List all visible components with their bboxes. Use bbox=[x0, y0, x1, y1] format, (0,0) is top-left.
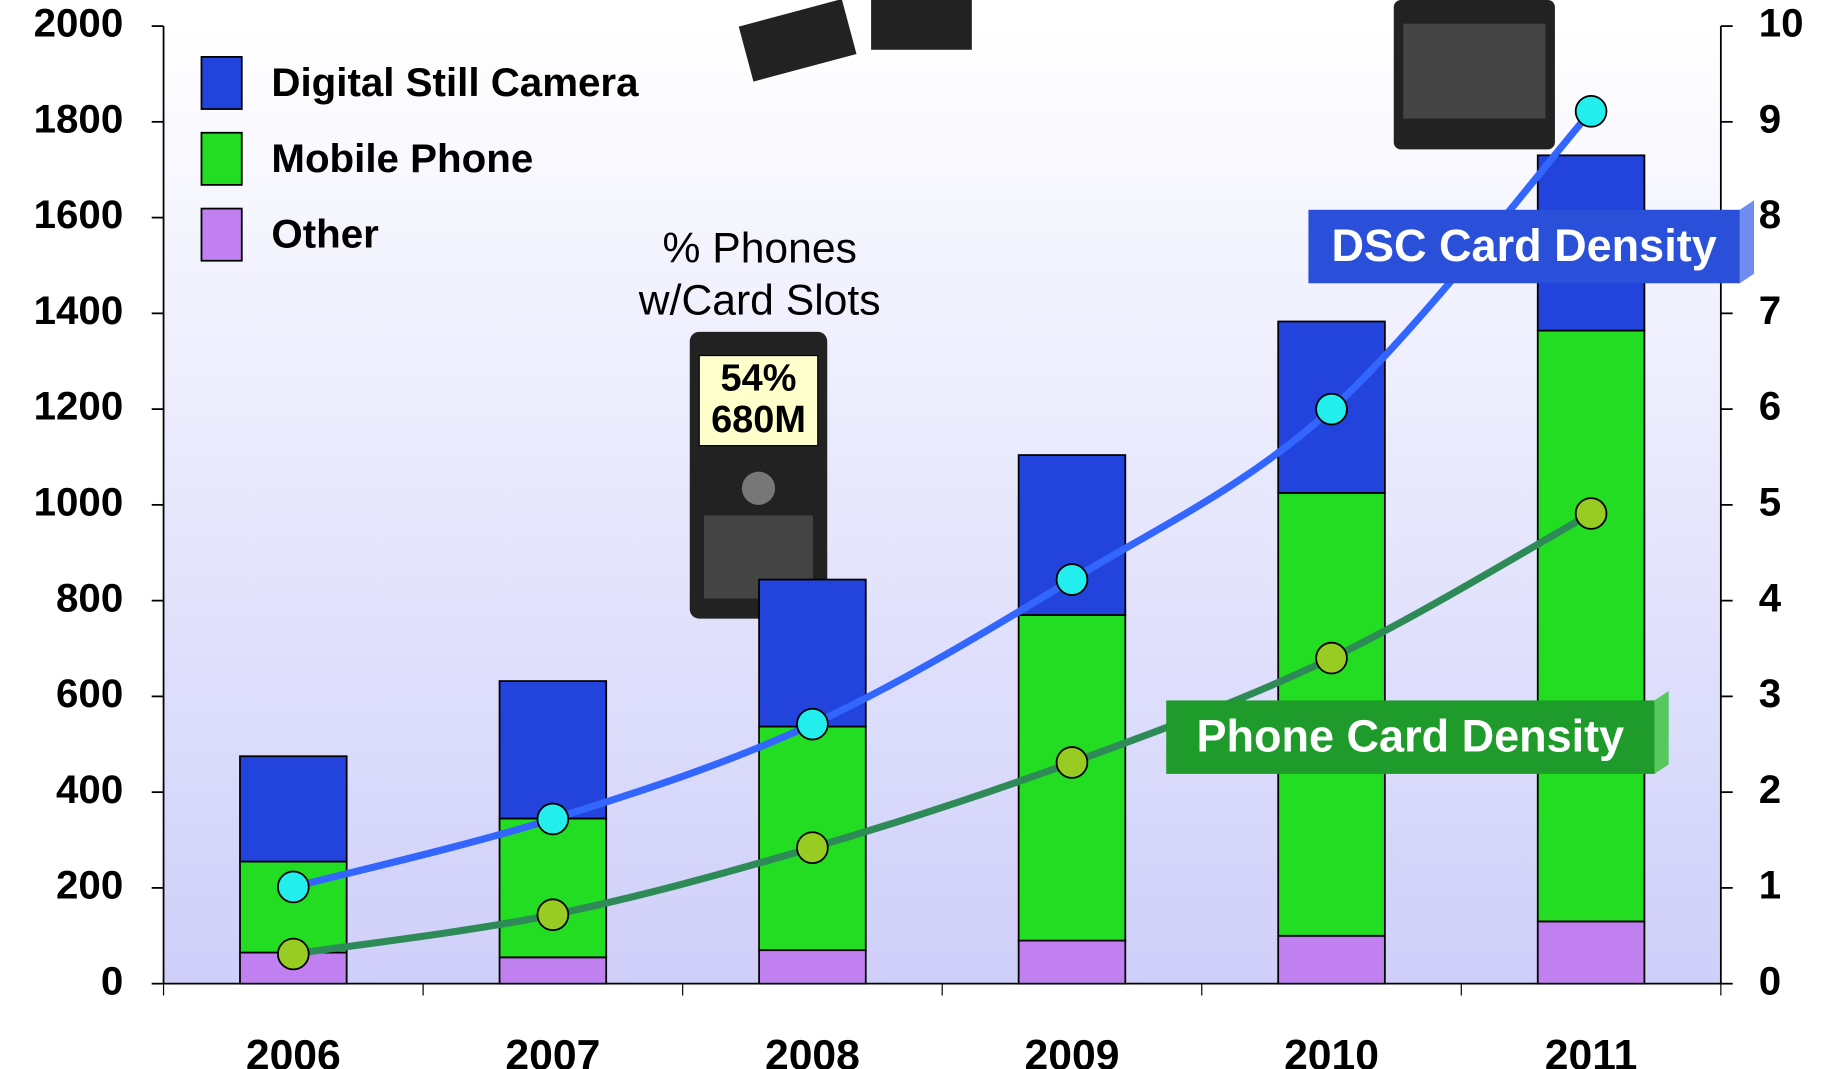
annotation: % Phones bbox=[662, 225, 856, 273]
phone-image bbox=[1394, 0, 1555, 149]
annotation: 54% bbox=[721, 357, 797, 399]
y2-tick-label: 0 bbox=[1759, 958, 1781, 1003]
y-tick-label: 1000 bbox=[34, 480, 124, 525]
point bbox=[278, 872, 309, 903]
y2-tick-label: 6 bbox=[1759, 384, 1781, 429]
series-label: DSC Card Density bbox=[1331, 220, 1716, 271]
point bbox=[1057, 747, 1088, 778]
y-tick-label: 1400 bbox=[34, 288, 124, 333]
x-tick-label: 2010 bbox=[1284, 1032, 1379, 1069]
point bbox=[1576, 498, 1607, 529]
bar-segment bbox=[500, 818, 607, 957]
x-tick-label: 2011 bbox=[1545, 1032, 1638, 1069]
x-tick-label: 2006 bbox=[246, 1032, 341, 1069]
label-box-side bbox=[1654, 691, 1668, 774]
legend-swatch bbox=[201, 57, 241, 109]
y2-tick-label: 1 bbox=[1759, 863, 1781, 908]
y2-tick-label: 5 bbox=[1759, 480, 1781, 525]
bar-segment bbox=[1278, 936, 1385, 984]
point bbox=[537, 804, 568, 835]
bar-segment bbox=[759, 950, 866, 984]
bar-segment bbox=[240, 756, 347, 861]
y2-tick-label: 10 bbox=[1759, 1, 1804, 46]
bar-segment bbox=[500, 957, 607, 983]
y2-tick-label: 4 bbox=[1759, 575, 1782, 620]
x-tick-label: 2007 bbox=[505, 1032, 600, 1069]
y-tick-label: 1600 bbox=[34, 192, 124, 237]
bar-segment bbox=[1538, 921, 1645, 983]
bar-segment bbox=[1538, 331, 1645, 922]
y2-tick-label: 3 bbox=[1759, 671, 1781, 716]
annotation: 680M bbox=[711, 399, 806, 441]
legend-label: Other bbox=[271, 212, 379, 257]
point bbox=[1316, 643, 1347, 674]
label-box-side bbox=[1740, 200, 1754, 283]
y-tick-label: 1800 bbox=[34, 96, 124, 141]
y2-tick-label: 7 bbox=[1759, 288, 1781, 333]
bar-segment bbox=[1019, 941, 1126, 984]
point bbox=[537, 899, 568, 930]
chart: 54% 680M % Phones w/Card Slots 020040060… bbox=[0, 0, 1837, 1069]
legend-swatch bbox=[201, 133, 241, 185]
y-tick-label: 400 bbox=[56, 767, 123, 812]
page: {"chart_data": {"type": "bar", "stacked"… bbox=[0, 0, 1837, 1069]
y2-tick-label: 8 bbox=[1759, 192, 1781, 237]
legend-swatch bbox=[201, 209, 241, 261]
point bbox=[1576, 96, 1607, 127]
series-label: Phone Card Density bbox=[1196, 710, 1624, 761]
y2-tick-label: 2 bbox=[1759, 767, 1781, 812]
legend-label: Mobile Phone bbox=[271, 136, 533, 181]
y-tick-label: 1200 bbox=[34, 384, 124, 429]
x-tick-label: 2009 bbox=[1025, 1032, 1120, 1069]
point bbox=[1316, 394, 1347, 425]
y-tick-label: 200 bbox=[56, 863, 123, 908]
bar-segment bbox=[500, 681, 607, 818]
y-tick-label: 0 bbox=[101, 958, 123, 1003]
point bbox=[1057, 564, 1088, 595]
point bbox=[797, 832, 828, 863]
annotation: w/Card Slots bbox=[638, 277, 881, 325]
y-tick-label: 2000 bbox=[34, 1, 124, 46]
y2-tick-label: 9 bbox=[1759, 96, 1781, 141]
x-tick-label: 2008 bbox=[765, 1032, 860, 1069]
point bbox=[278, 939, 309, 970]
point bbox=[797, 709, 828, 740]
legend-label: Digital Still Camera bbox=[271, 60, 639, 105]
y-tick-label: 600 bbox=[56, 671, 123, 716]
y-tick-label: 800 bbox=[56, 575, 123, 620]
